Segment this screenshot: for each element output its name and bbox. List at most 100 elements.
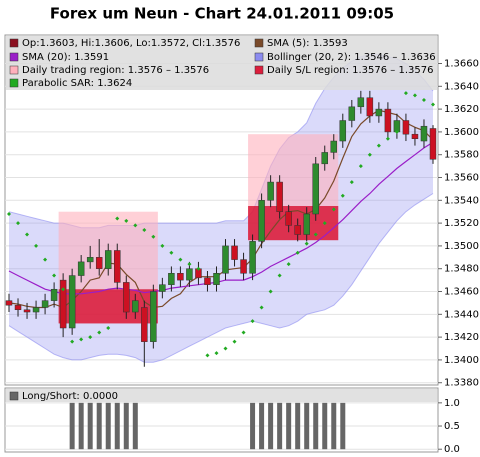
candle-body (375, 108, 383, 117)
bar (286, 402, 292, 450)
candle-body (104, 250, 112, 269)
legend-swatch (9, 391, 19, 401)
sar-dot (358, 164, 363, 169)
candle-body (294, 225, 301, 235)
bar (87, 402, 93, 450)
bar (295, 402, 301, 450)
bar (313, 402, 319, 450)
candle-body (231, 245, 238, 260)
sar-dot (196, 266, 201, 271)
y-tick-label: 1.3640 (444, 81, 479, 92)
bar (259, 402, 265, 450)
chart-title: Forex um Neun - Chart 24.01.2011 09:05 (50, 5, 394, 23)
legend-box (6, 36, 437, 90)
bar (304, 402, 310, 450)
y-tick-label: 1.3500 (444, 241, 479, 252)
bar (268, 402, 274, 450)
sar-dot (142, 227, 147, 232)
candle-body (59, 279, 67, 329)
sar-dot (431, 102, 435, 107)
sar-dot (7, 211, 11, 216)
candle-body (258, 200, 265, 242)
sar-dot (16, 221, 21, 226)
candle-body (348, 106, 356, 121)
candle-body (86, 257, 94, 263)
candle-body (357, 97, 365, 108)
sar-dot (322, 221, 327, 226)
sar-dot (178, 257, 183, 262)
candle-body (141, 307, 148, 342)
sar-dot (223, 346, 228, 351)
region-box (248, 134, 339, 207)
candle-body (150, 291, 157, 342)
sar-dot (43, 257, 48, 262)
sar-dot (286, 262, 291, 267)
candle-body (159, 284, 166, 292)
candle-body (240, 259, 247, 274)
candle-body (213, 273, 220, 285)
bar (250, 402, 256, 450)
candle-body (285, 211, 292, 226)
candle-body (303, 213, 310, 235)
sar-dot (241, 330, 246, 335)
candle-body (50, 288, 58, 301)
legend-swatch (254, 38, 264, 48)
main-panel (4, 34, 439, 386)
sar-dot (88, 335, 93, 340)
sar-dot (394, 129, 399, 134)
y-tick-label: 1.3560 (444, 173, 479, 184)
candle-body (177, 273, 184, 281)
sar-dot (313, 232, 318, 237)
candle-body (249, 241, 256, 274)
candle-body (222, 245, 229, 274)
bar (123, 402, 129, 450)
y-tick-label: 1.0 (444, 398, 460, 409)
legend-swatch (9, 78, 19, 88)
y-tick-label: 1.3620 (444, 104, 479, 115)
sar-dot (349, 180, 354, 185)
y-tick-label: 1.3540 (444, 195, 479, 206)
legend-swatch (9, 52, 19, 62)
sar-dot (133, 223, 138, 228)
bar (277, 402, 283, 450)
sar-dot (70, 339, 75, 344)
legend-swatch (254, 65, 264, 75)
sar-dot (331, 207, 336, 212)
bar (132, 402, 138, 450)
bar (96, 402, 102, 450)
sar-dot (151, 234, 156, 239)
y-tick-label: 1.3480 (444, 264, 479, 275)
candle-body (132, 300, 139, 313)
y-tick-label: 1.3520 (444, 218, 479, 229)
bar (340, 402, 346, 450)
y-tick-label: 1.3460 (444, 287, 479, 298)
sar-dot (376, 143, 381, 148)
y-tick-label: 1.3420 (444, 332, 479, 343)
sar-dot (97, 330, 102, 335)
candle-body (330, 140, 338, 153)
candle-body (384, 108, 392, 133)
legend-label: Long/Short: 0.0000 (22, 391, 118, 402)
sar-dot (115, 216, 120, 221)
candle-body (339, 120, 347, 142)
sar-dot (340, 193, 345, 198)
candle-body (14, 304, 22, 311)
bar (69, 402, 75, 450)
sar-dot (277, 273, 282, 278)
candle-body (411, 133, 419, 139)
candle-body (23, 309, 31, 313)
candle-body (312, 163, 319, 215)
sar-dot (61, 287, 66, 292)
candle-body (186, 268, 193, 281)
sar-dot (214, 351, 219, 356)
sar-dot (160, 243, 165, 248)
y-tick-label: 1.3400 (444, 355, 479, 366)
sar-dot (187, 262, 192, 267)
bar (78, 402, 84, 450)
y-tick-label: 1.3580 (444, 150, 479, 161)
bar (105, 402, 111, 450)
candle-body (123, 282, 130, 313)
legend-label: SMA (5): 1.3593 (267, 38, 348, 49)
sar-dot (250, 319, 255, 324)
